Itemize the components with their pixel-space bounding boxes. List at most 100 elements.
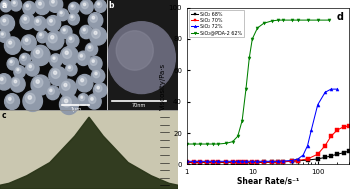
Circle shape	[49, 0, 57, 6]
SiO₂ 72%	[198, 160, 202, 162]
Circle shape	[46, 31, 64, 50]
Circle shape	[48, 33, 57, 43]
Circle shape	[26, 5, 28, 7]
SiO₂ 68%	[296, 160, 300, 162]
Circle shape	[80, 0, 93, 14]
SiO₂@PDA-2 62%	[262, 22, 266, 24]
SiO₂ 70%	[185, 161, 189, 163]
Circle shape	[21, 35, 36, 51]
Circle shape	[62, 81, 70, 90]
SiO₂@PDA-2 62%	[230, 141, 235, 143]
SiO₂ 72%	[329, 88, 333, 90]
SiO₂@PDA-2 62%	[204, 143, 209, 145]
Circle shape	[69, 14, 75, 20]
Circle shape	[20, 53, 30, 65]
Circle shape	[87, 45, 93, 51]
Circle shape	[90, 58, 97, 65]
Circle shape	[82, 2, 88, 9]
Circle shape	[25, 3, 31, 10]
Circle shape	[87, 94, 101, 109]
Circle shape	[23, 1, 36, 15]
SiO₂ 68%	[236, 161, 240, 164]
Circle shape	[33, 48, 43, 58]
SiO₂ 70%	[236, 161, 240, 163]
SiO₂@PDA-2 62%	[185, 143, 189, 145]
Circle shape	[81, 79, 84, 82]
SiO₂ 70%	[198, 161, 202, 163]
Circle shape	[31, 75, 50, 95]
Circle shape	[59, 94, 78, 115]
Circle shape	[79, 95, 85, 101]
SiO₂ 68%	[305, 159, 310, 161]
SiO₂@PDA-2 62%	[240, 119, 244, 122]
Circle shape	[64, 99, 68, 103]
Circle shape	[95, 0, 106, 12]
Circle shape	[92, 29, 100, 38]
Circle shape	[77, 74, 93, 92]
SiO₂ 72%	[301, 154, 305, 156]
Circle shape	[83, 3, 86, 6]
SiO₂@PDA-2 62%	[247, 57, 251, 59]
Circle shape	[33, 16, 46, 31]
Circle shape	[4, 37, 21, 54]
Circle shape	[52, 0, 54, 3]
Circle shape	[116, 31, 153, 70]
SiO₂ 68%	[341, 152, 346, 154]
SiO₂ 68%	[185, 161, 189, 164]
SiO₂ 70%	[323, 144, 327, 147]
Circle shape	[38, 2, 41, 5]
Circle shape	[1, 17, 9, 26]
Circle shape	[13, 2, 15, 4]
Circle shape	[22, 15, 29, 23]
Circle shape	[10, 0, 22, 11]
Circle shape	[78, 94, 89, 105]
Circle shape	[25, 93, 35, 104]
SiO₂ 68%	[335, 153, 340, 155]
Circle shape	[89, 57, 102, 71]
SiO₂@PDA-2 62%	[211, 143, 215, 145]
Circle shape	[91, 69, 105, 83]
Circle shape	[81, 96, 83, 98]
SiO₂ 70%	[270, 161, 274, 163]
SiO₂ 70%	[262, 161, 266, 163]
Circle shape	[29, 65, 31, 68]
SiO₂ 70%	[329, 135, 333, 137]
SiO₂ 68%	[347, 150, 351, 152]
Circle shape	[108, 22, 176, 94]
Circle shape	[92, 60, 94, 62]
SiO₂ 72%	[250, 160, 255, 162]
Circle shape	[51, 69, 60, 78]
SiO₂ 70%	[315, 153, 320, 155]
SiO₂ 72%	[224, 160, 229, 162]
Circle shape	[61, 46, 78, 66]
SiO₂@PDA-2 62%	[289, 19, 294, 21]
SiO₂ 70%	[289, 160, 294, 162]
SiO₂ 72%	[281, 160, 286, 162]
Circle shape	[93, 83, 107, 97]
Circle shape	[9, 97, 11, 100]
Circle shape	[59, 10, 64, 16]
Circle shape	[80, 25, 92, 39]
Circle shape	[0, 77, 3, 81]
SiO₂@PDA-2 62%	[255, 27, 260, 29]
Text: b: b	[109, 1, 114, 10]
Circle shape	[98, 3, 100, 5]
SiO₂ 72%	[335, 88, 340, 90]
Circle shape	[7, 58, 19, 70]
Circle shape	[9, 41, 12, 44]
SiO₂ 68%	[204, 161, 209, 164]
SiO₂@PDA-2 62%	[224, 142, 229, 144]
SiO₂@PDA-2 62%	[281, 19, 286, 21]
SiO₂ 70%	[347, 125, 351, 127]
Circle shape	[82, 27, 88, 34]
Circle shape	[12, 78, 20, 86]
Circle shape	[83, 29, 85, 31]
Circle shape	[71, 5, 73, 7]
Circle shape	[46, 86, 59, 100]
Circle shape	[46, 15, 61, 31]
SiO₂ 72%	[309, 129, 314, 131]
Circle shape	[68, 2, 79, 14]
Circle shape	[90, 27, 106, 45]
SiO₂ 68%	[315, 158, 320, 160]
SiO₂ 70%	[305, 158, 310, 160]
